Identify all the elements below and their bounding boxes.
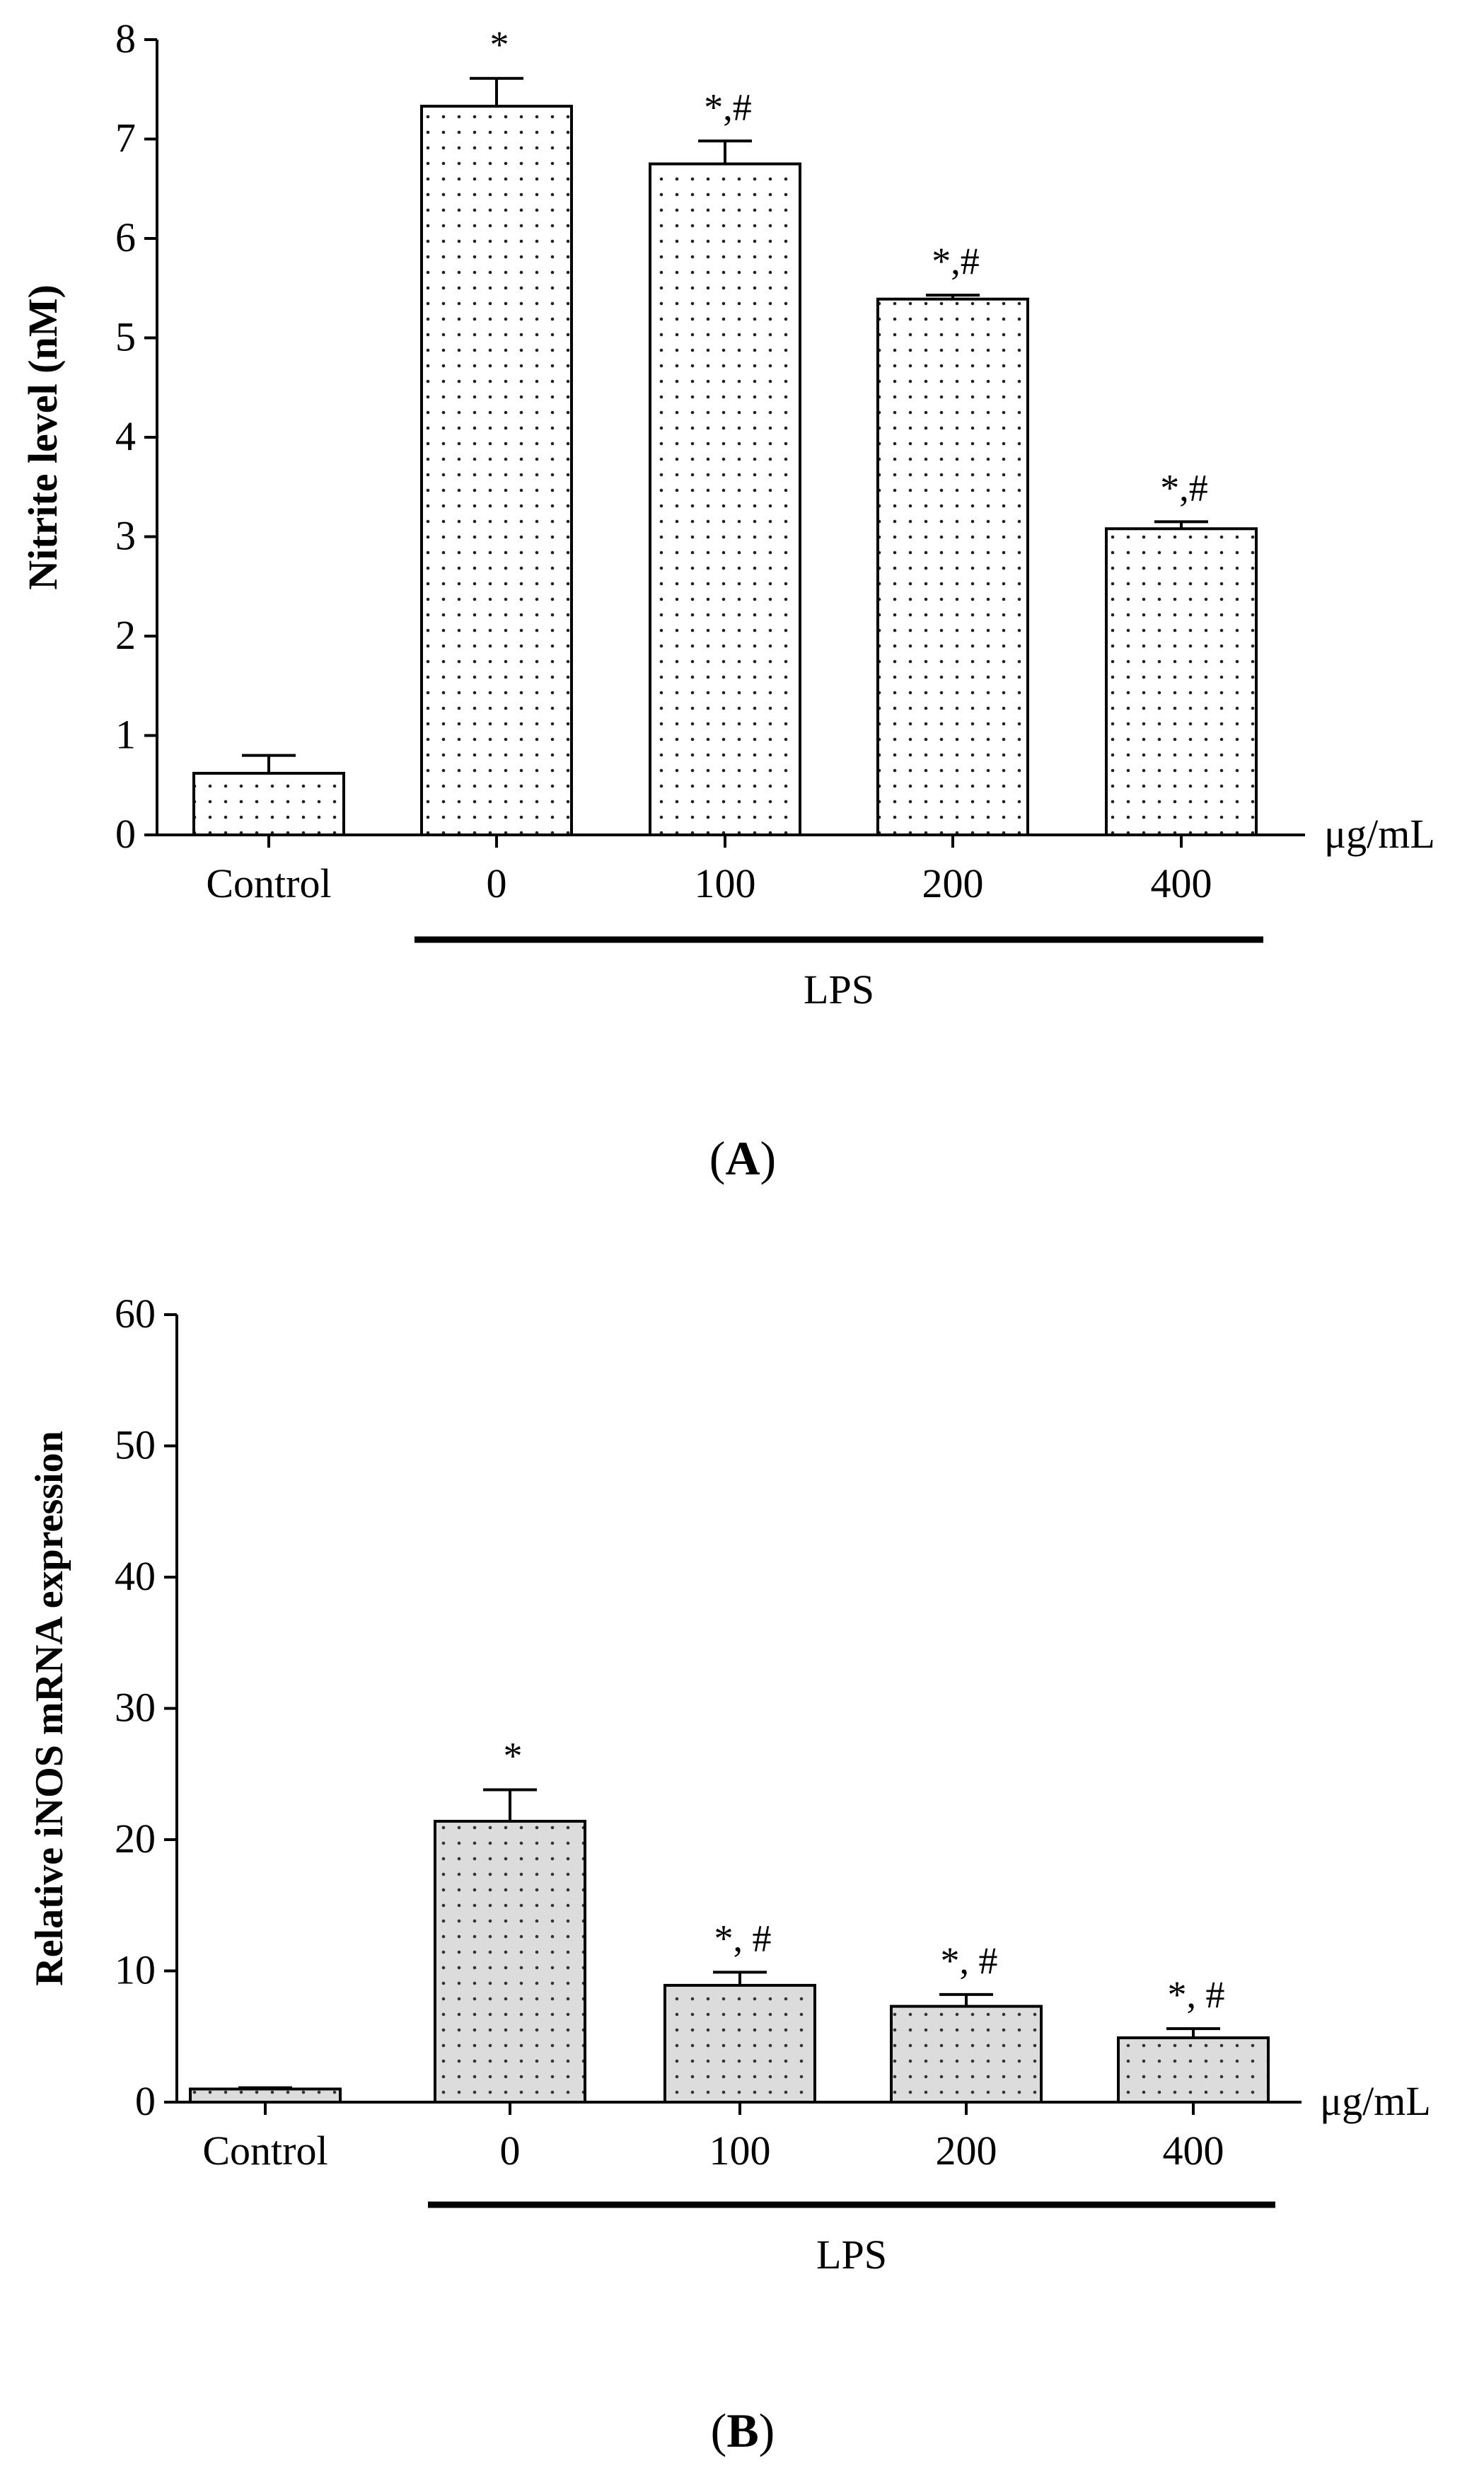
x-tick-label: 0	[500, 2128, 521, 2174]
bar	[876, 297, 1029, 836]
unit-label: μg/mL	[1320, 2078, 1431, 2124]
y-tick-label: 2	[115, 612, 136, 658]
panel-label-letter: A	[725, 1131, 760, 1185]
panel-label-letter: B	[726, 2404, 758, 2457]
y-tick-label: 30	[115, 1685, 156, 1731]
y-axis-title: Relative iNOS mRNA expression	[28, 1431, 71, 1986]
x-tick-label: Control	[206, 860, 331, 906]
x-tick-label: 400	[1151, 860, 1212, 906]
bar	[649, 162, 801, 836]
panel-label-close: )	[760, 1131, 777, 1185]
bar	[420, 105, 573, 836]
y-tick-label: 7	[115, 115, 136, 161]
bar	[1117, 2036, 1270, 2104]
chart-a-svg: 0 1 2 3 4 5 6 7 8 Nitrite level (nM) Control 0 * 100 *…	[20, 16, 1435, 1185]
significance-label: *, #	[1168, 1973, 1225, 2016]
bar	[663, 1983, 816, 2104]
panel-label: (A)	[709, 1131, 776, 1185]
y-tick-label: 60	[115, 1291, 156, 1337]
y-tick-label: 0	[115, 811, 136, 857]
bar	[890, 2004, 1043, 2104]
significance-label: *,#	[704, 86, 752, 128]
y-tick-label: 1	[115, 712, 136, 758]
panel-label-open: (	[709, 1131, 726, 1185]
panel-label: (B)	[711, 2404, 775, 2457]
panel-b: 0 10 20 30 40 50 60 Relative iNOS mRNA expressi…	[0, 1244, 1484, 2488]
y-tick-label: 5	[115, 314, 136, 360]
x-tick-label: 0	[487, 860, 507, 906]
panel-label-close: )	[759, 2404, 775, 2457]
significance-label: *	[490, 23, 509, 66]
y-tick-label: 20	[115, 1816, 156, 1862]
x-tick-label: Control	[202, 2128, 327, 2174]
lps-group-label: LPS	[804, 967, 874, 1013]
x-tick-label: 400	[1163, 2128, 1224, 2174]
x-tick-label: 100	[709, 2128, 771, 2174]
significance-label: *, #	[714, 1917, 772, 1959]
y-tick-label: 10	[115, 1947, 156, 1993]
y-tick-label: 8	[115, 16, 136, 62]
y-tick-label: 4	[115, 413, 136, 459]
significance-label: *, #	[941, 1939, 998, 1982]
bar	[1105, 527, 1258, 836]
y-axis-title: Nitrite level (nM)	[20, 284, 66, 590]
y-tick-label: 40	[115, 1553, 156, 1599]
y-tick-label: 6	[115, 214, 136, 260]
x-tick-label: 200	[922, 860, 984, 906]
bar	[189, 2087, 342, 2104]
significance-label: *,#	[932, 240, 980, 282]
chart-b-svg: 0 10 20 30 40 50 60 Relative iNOS mRNA expressi…	[28, 1291, 1431, 2457]
unit-label: μg/mL	[1324, 811, 1435, 857]
lps-group-label: LPS	[816, 2232, 887, 2278]
significance-label: *	[504, 1735, 523, 1777]
y-tick-label: 50	[115, 1422, 156, 1468]
bar	[192, 771, 345, 837]
significance-label: *,#	[1160, 466, 1208, 509]
x-tick-label: 100	[695, 860, 756, 906]
x-tick-label: 200	[936, 2128, 997, 2174]
bar	[434, 1820, 586, 2104]
panel-label-open: (	[711, 2404, 727, 2457]
y-tick-label: 3	[115, 513, 136, 559]
panel-a: 0 1 2 3 4 5 6 7 8 Nitrite level (nM) Control 0 * 100 *…	[0, 0, 1484, 1244]
y-tick-label: 0	[135, 2078, 156, 2124]
